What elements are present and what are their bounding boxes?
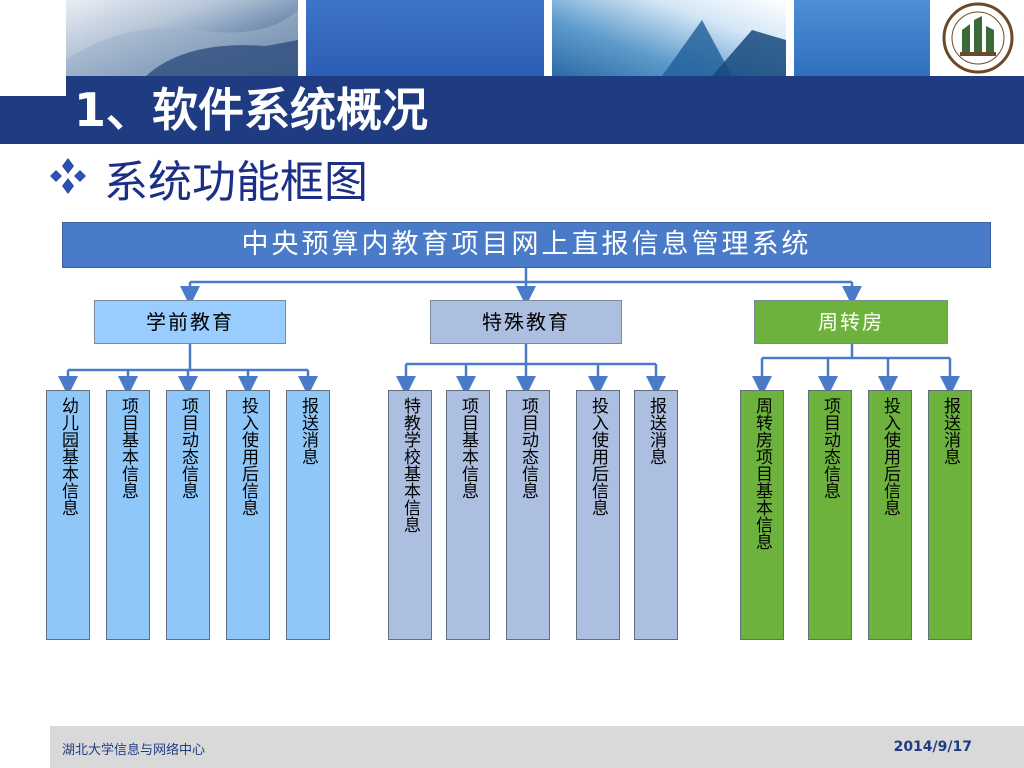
leaf-special-report-messages: 报送消息 <box>634 390 678 640</box>
root-system-box: 中央预算内教育项目网上直报信息管理系统 <box>62 222 991 268</box>
diamond-bullet-icon <box>50 158 86 194</box>
header-photo-typing <box>66 0 298 76</box>
leaf-special-post-use-info: 投入使用后信息 <box>576 390 620 640</box>
leaf-special-project-dynamic-info: 项目动态信息 <box>506 390 550 640</box>
header-photo-blue <box>306 0 544 76</box>
category-special-education-box: 特殊教育 <box>430 300 622 344</box>
leaf-preschool-kindergarten-info: 幼儿园基本信息 <box>46 390 90 640</box>
slide-title: 1、软件系统概况 <box>74 83 429 137</box>
header-photo-blue-2 <box>794 0 930 76</box>
slide-subtitle: 系统功能框图 <box>104 157 368 208</box>
typing-hands-image <box>66 10 298 76</box>
title-banner <box>0 76 1024 144</box>
university-logo <box>932 0 1024 76</box>
footer-organization: 湖北大学信息与网络中心 <box>62 743 206 758</box>
leaf-housing-project-dynamic-info: 项目动态信息 <box>808 390 852 640</box>
footer-date: 2014/9/17 <box>893 739 972 755</box>
category-turnover-housing-box: 周转房 <box>754 300 948 344</box>
leaf-housing-project-basic-info: 周转房项目基本信息 <box>740 390 784 640</box>
header-photo-buildings <box>552 0 786 76</box>
leaf-preschool-project-dynamic-info: 项目动态信息 <box>166 390 210 640</box>
leaf-preschool-post-use-info: 投入使用后信息 <box>226 390 270 640</box>
category-preschool-box: 学前教育 <box>94 300 286 344</box>
leaf-preschool-report-messages: 报送消息 <box>286 390 330 640</box>
buildings-image <box>662 20 786 76</box>
footer-bar <box>50 726 1024 768</box>
leaf-special-project-basic-info: 项目基本信息 <box>446 390 490 640</box>
leaf-preschool-project-basic-info: 项目基本信息 <box>106 390 150 640</box>
leaf-housing-report-messages: 报送消息 <box>928 390 972 640</box>
banner-notch <box>0 76 66 96</box>
leaf-housing-post-use-info: 投入使用后信息 <box>868 390 912 640</box>
leaf-special-school-basic-info: 特教学校基本信息 <box>388 390 432 640</box>
